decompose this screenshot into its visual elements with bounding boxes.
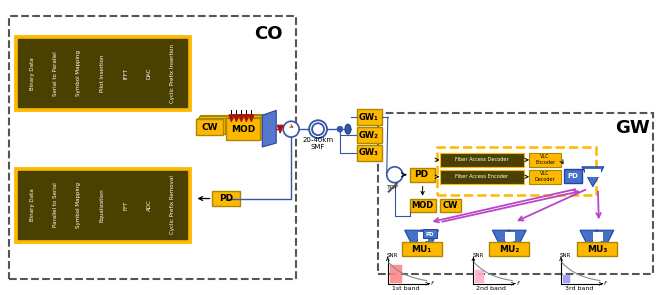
Polygon shape: [249, 115, 254, 122]
FancyBboxPatch shape: [230, 115, 263, 137]
FancyBboxPatch shape: [506, 232, 515, 241]
FancyBboxPatch shape: [563, 275, 570, 283]
Text: Symbol Mapping: Symbol Mapping: [77, 182, 81, 228]
Polygon shape: [239, 115, 244, 122]
FancyBboxPatch shape: [357, 109, 381, 125]
Polygon shape: [244, 115, 249, 122]
Polygon shape: [508, 230, 526, 248]
Text: MU₃: MU₃: [587, 245, 607, 253]
Text: Binary Data: Binary Data: [30, 189, 34, 221]
Text: SNR: SNR: [387, 253, 398, 258]
Polygon shape: [262, 110, 277, 147]
Text: GW₂: GW₂: [359, 131, 379, 140]
FancyBboxPatch shape: [440, 153, 524, 167]
Text: Equalization: Equalization: [100, 188, 105, 222]
Circle shape: [283, 121, 299, 137]
Text: MOD: MOD: [231, 125, 255, 134]
Text: Parallel to Serial: Parallel to Serial: [53, 183, 58, 227]
FancyBboxPatch shape: [475, 270, 484, 283]
Text: f: f: [604, 281, 606, 286]
Text: CW: CW: [443, 201, 458, 210]
FancyBboxPatch shape: [200, 115, 228, 131]
Text: Serial to Parallel: Serial to Parallel: [53, 51, 58, 96]
Polygon shape: [405, 230, 422, 248]
Text: MU₁: MU₁: [411, 245, 432, 253]
FancyBboxPatch shape: [564, 169, 582, 183]
FancyBboxPatch shape: [529, 153, 561, 167]
Circle shape: [387, 167, 403, 183]
FancyBboxPatch shape: [440, 170, 524, 184]
FancyBboxPatch shape: [15, 168, 189, 242]
FancyBboxPatch shape: [228, 117, 262, 139]
Polygon shape: [420, 230, 438, 248]
Text: PD: PD: [568, 173, 578, 179]
FancyBboxPatch shape: [226, 118, 260, 140]
FancyBboxPatch shape: [593, 232, 603, 241]
Text: 2nd band: 2nd band: [477, 286, 506, 291]
Text: f: f: [516, 281, 519, 286]
Text: f: f: [430, 281, 433, 286]
Text: Symbol Mapping: Symbol Mapping: [77, 50, 81, 96]
Text: CO: CO: [254, 25, 282, 43]
Text: SNR: SNR: [560, 253, 572, 258]
FancyBboxPatch shape: [15, 36, 189, 110]
Polygon shape: [582, 167, 604, 187]
Text: Pilot Insertion: Pilot Insertion: [100, 55, 105, 92]
FancyBboxPatch shape: [577, 242, 617, 256]
Polygon shape: [596, 230, 614, 248]
FancyBboxPatch shape: [195, 119, 224, 135]
FancyBboxPatch shape: [422, 229, 436, 238]
FancyBboxPatch shape: [402, 242, 442, 256]
Text: PD: PD: [219, 194, 234, 203]
Text: GW₃: GW₃: [359, 148, 379, 158]
Text: VLC
Encoder: VLC Encoder: [535, 155, 555, 165]
FancyBboxPatch shape: [18, 39, 187, 107]
FancyBboxPatch shape: [231, 114, 265, 136]
Text: 3rd band: 3rd band: [565, 286, 593, 291]
Text: IFFT: IFFT: [123, 68, 129, 79]
FancyBboxPatch shape: [357, 127, 381, 143]
Polygon shape: [580, 230, 598, 248]
FancyBboxPatch shape: [418, 232, 428, 241]
Text: PD: PD: [425, 232, 434, 237]
Text: 1st band: 1st band: [392, 286, 420, 291]
Ellipse shape: [345, 124, 351, 134]
Circle shape: [337, 126, 343, 132]
Text: 20-40km
SMF: 20-40km SMF: [302, 137, 333, 150]
Text: CW: CW: [201, 123, 218, 132]
Text: FFT: FFT: [123, 200, 129, 210]
Polygon shape: [234, 115, 239, 122]
Text: PD: PD: [414, 170, 429, 179]
Text: GW: GW: [615, 119, 650, 137]
Text: Fiber Access Encoder: Fiber Access Encoder: [455, 174, 508, 179]
FancyBboxPatch shape: [18, 171, 187, 239]
Text: VLC
Decoder: VLC Decoder: [535, 171, 556, 182]
FancyBboxPatch shape: [357, 145, 381, 161]
Text: Binary Data: Binary Data: [30, 57, 34, 90]
Text: ADC: ADC: [147, 199, 152, 211]
Text: Fiber Access Decoder: Fiber Access Decoder: [455, 157, 508, 162]
FancyBboxPatch shape: [213, 191, 240, 206]
FancyBboxPatch shape: [410, 199, 436, 212]
Text: MU₂: MU₂: [499, 245, 519, 253]
FancyBboxPatch shape: [585, 169, 601, 177]
Text: DAC: DAC: [147, 68, 152, 79]
FancyBboxPatch shape: [390, 265, 402, 283]
Text: TOF: TOF: [387, 185, 399, 190]
Text: GW₁: GW₁: [359, 113, 379, 122]
Text: Cyclic Prefix Insertion: Cyclic Prefix Insertion: [170, 44, 176, 103]
FancyBboxPatch shape: [440, 199, 461, 212]
Polygon shape: [492, 230, 510, 248]
Polygon shape: [277, 125, 283, 133]
FancyBboxPatch shape: [197, 118, 225, 134]
FancyBboxPatch shape: [489, 242, 529, 256]
Text: Cyclic Prefix Removal: Cyclic Prefix Removal: [170, 176, 176, 235]
FancyBboxPatch shape: [529, 170, 561, 184]
Polygon shape: [229, 115, 234, 122]
FancyBboxPatch shape: [410, 168, 434, 182]
Text: SNR: SNR: [473, 253, 484, 258]
FancyBboxPatch shape: [199, 116, 226, 132]
Text: MOD: MOD: [411, 201, 434, 210]
